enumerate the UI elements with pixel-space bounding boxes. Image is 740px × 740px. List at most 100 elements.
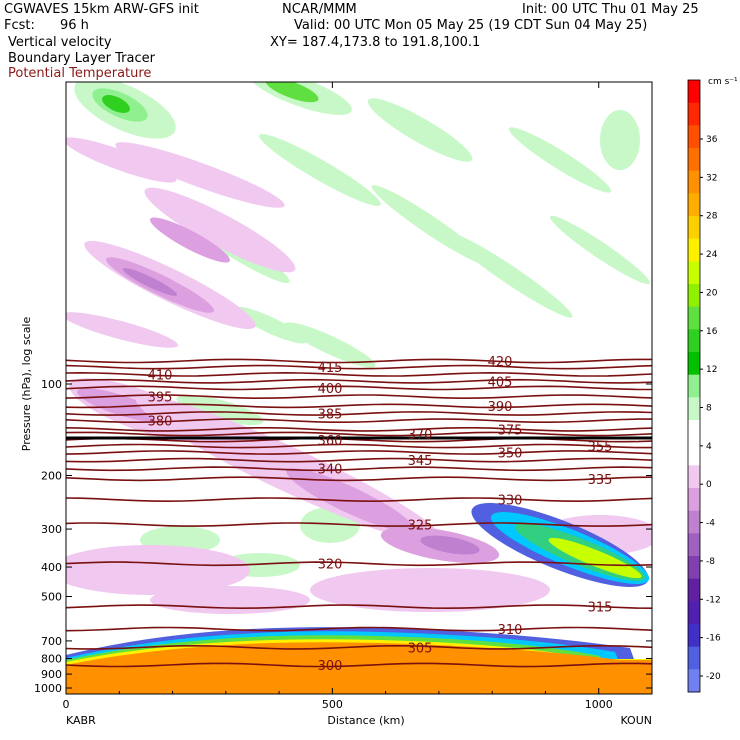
- colorbar-label: -20: [706, 672, 721, 682]
- theta-label-415: 415: [318, 361, 343, 376]
- colorbar-swatch: [688, 102, 700, 126]
- colorbar-label: 8: [706, 404, 712, 414]
- colorbar-swatch: [688, 624, 700, 648]
- theta-line-310: [66, 626, 652, 632]
- y-tick-label: 1000: [34, 682, 62, 695]
- updraft-band: [176, 394, 264, 426]
- theta-line-305: [66, 645, 652, 650]
- colorbar-swatch: [688, 669, 700, 693]
- y-tick-label: 200: [41, 470, 62, 483]
- theta-label-400: 400: [318, 382, 343, 397]
- updraft-band: [367, 98, 473, 162]
- theta-line-355: [66, 443, 652, 449]
- downdraft-band: [310, 568, 550, 612]
- y-tick-label: 700: [41, 635, 62, 648]
- theta-label-385: 385: [318, 407, 343, 422]
- organization: NCAR/MMM: [282, 2, 357, 17]
- colorbar-swatch: [688, 442, 700, 466]
- field-potential-temperature: Potential Temperature: [8, 66, 152, 81]
- updraft-band: [284, 322, 376, 368]
- theta-line-385: [66, 411, 652, 416]
- field-vertical-velocity: Vertical velocity: [8, 35, 112, 50]
- colorbar-swatch: [688, 601, 700, 625]
- updraft-core: [102, 95, 130, 113]
- colorbar-label: -12: [706, 595, 721, 605]
- colorbar-swatch: [688, 374, 700, 398]
- theta-label-335: 335: [588, 473, 613, 488]
- colorbar-label: 4: [706, 442, 712, 452]
- x-tick-label: 0: [63, 698, 70, 711]
- colorbar: 36 32 28 24 20 16 12 8 4 0 -4 -8 -12 -16 -20: [687, 79, 721, 693]
- colorbar-label: 20: [706, 288, 718, 298]
- model-title: CGWAVES 15km ARW-GFS init: [4, 2, 199, 17]
- colorbar-swatch: [688, 261, 700, 285]
- downdraft-band: [286, 468, 414, 532]
- colorbar-swatch: [688, 238, 700, 262]
- colorbar-swatch: [688, 578, 700, 602]
- colorbar-swatch: [688, 193, 700, 217]
- downdraft-band: [144, 187, 296, 273]
- colorbar-swatch: [688, 646, 700, 670]
- theta-label-350: 350: [498, 446, 523, 461]
- theta-label-410: 410: [148, 368, 173, 383]
- updraft-band: [233, 306, 307, 344]
- colorbar-label: -8: [706, 557, 715, 567]
- downdraft-core: [122, 268, 178, 296]
- downdraft-band: [66, 312, 179, 348]
- shaded-fields: [66, 82, 652, 694]
- theta-line-350: [66, 450, 652, 455]
- theta-line-420: [66, 358, 652, 364]
- theta-label-315: 315: [588, 601, 613, 616]
- theta-line-330: [66, 497, 652, 503]
- cross-section-endpoints: XY= 187.4,173.8 to 191.8,100.1: [270, 35, 481, 50]
- colorbar-swatch: [688, 329, 700, 353]
- downdraft-band: [150, 217, 230, 263]
- colorbar-unit: cm s⁻¹: [708, 77, 738, 87]
- theta-contour-labels: 300 305 310 315 320 325 330 335 340 345 350 355 360 3…: [148, 355, 613, 674]
- colorbar-swatch: [688, 533, 700, 557]
- updraft-band: [550, 215, 650, 285]
- theta-label-330: 330: [498, 494, 523, 509]
- colorbar-swatch: [688, 465, 700, 489]
- downdraft-band: [115, 142, 285, 208]
- theta-line-320: [66, 561, 652, 567]
- tracer-plume: [548, 537, 642, 579]
- tracer-surface-orange: [66, 642, 652, 694]
- init-time: Init: 00 UTC Thu 01 May 25: [522, 2, 699, 17]
- y-tick-label: 400: [41, 561, 62, 574]
- x-axis-label: Distance (km): [327, 714, 404, 727]
- forecast-hour: 96 h: [60, 18, 89, 33]
- theta-label-395: 395: [148, 391, 173, 406]
- theta-line-395: [66, 394, 652, 400]
- downdraft-core: [420, 535, 480, 555]
- x-start-station: KABR: [66, 714, 96, 727]
- updraft-band: [259, 133, 381, 207]
- theta-line-400: [66, 385, 652, 391]
- colorbar-label: 32: [706, 173, 717, 183]
- downdraft-band: [66, 545, 250, 595]
- theta-label-340: 340: [318, 463, 343, 478]
- x-tick-label: 1000: [585, 698, 613, 711]
- theta-label-320: 320: [318, 558, 343, 573]
- theta-line-335: [66, 476, 652, 482]
- theta-line-340: [66, 466, 652, 472]
- colorbar-swatch: [688, 148, 700, 172]
- updraft-band: [447, 232, 573, 318]
- theta-line-380: [66, 418, 652, 423]
- x-axis: 0 500 1000: [63, 82, 613, 711]
- colorbar-label: 24: [706, 250, 718, 260]
- theta-line-375: [66, 427, 652, 432]
- theta-line-415: [66, 364, 652, 370]
- colorbar-swatch: [688, 420, 700, 444]
- theta-line-325: [66, 522, 652, 527]
- y-tick-label: 900: [41, 668, 62, 681]
- colorbar-swatch: [688, 488, 700, 512]
- colorbar-label: 0: [706, 480, 712, 490]
- colorbar-swatch: [688, 306, 700, 330]
- colorbar-label: 16: [706, 327, 718, 337]
- colorbar-swatch: [688, 216, 700, 240]
- y-tick-label: 100: [41, 378, 62, 391]
- colorbar-swatch: [688, 170, 700, 194]
